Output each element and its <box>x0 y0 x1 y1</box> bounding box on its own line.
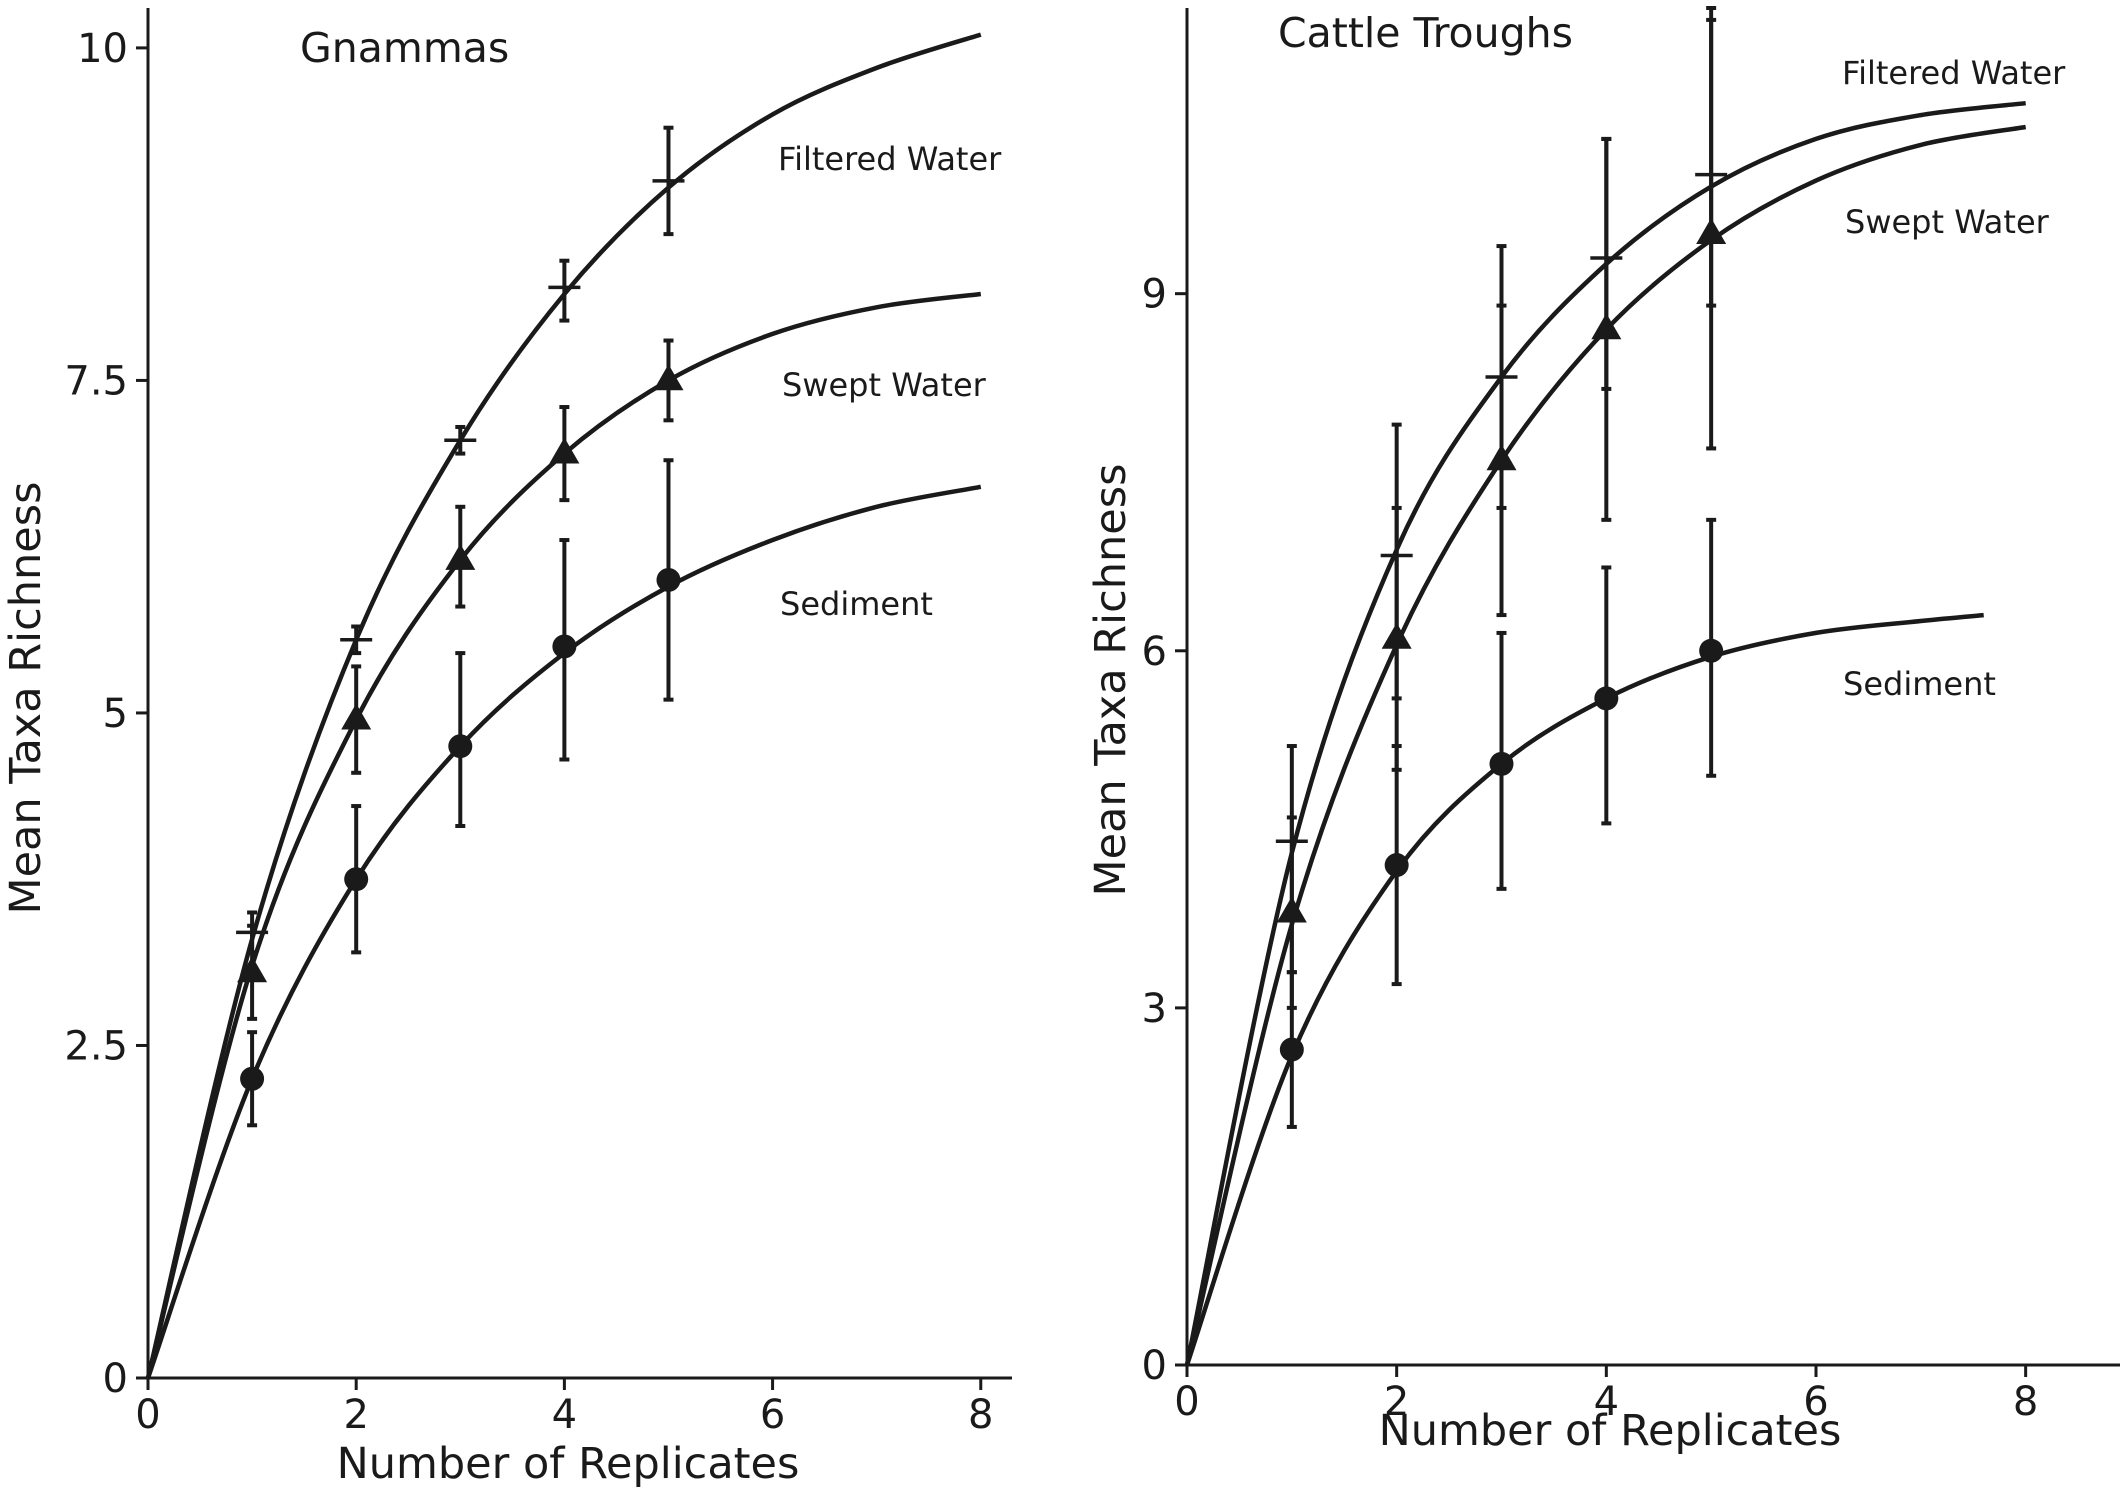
x-axis-title: Number of Replicates <box>337 1439 800 1489</box>
filtered-water-label: Filtered Water <box>778 140 1002 178</box>
gnammas-panel: 0 2 4 6 8 0 2.5 5 7.5 10 Filtered Water Swept Wate… <box>1 8 1012 1489</box>
cattle-troughs-panel: 0 2 4 6 8 0 3 6 9 Filtered Water Swept Water Sedim… <box>1086 6 2120 1456</box>
sediment-point <box>1594 686 1619 711</box>
y-tick-label: 6 <box>1142 629 1167 675</box>
swept-water-point <box>1486 444 1517 471</box>
x-tick-label: 4 <box>552 1392 577 1438</box>
swept-water-label: Swept Water <box>1845 203 2050 241</box>
y-tick-label: 7.5 <box>64 358 128 404</box>
panel-title: Cattle Troughs <box>1278 9 1573 57</box>
y-axis-title: Mean Taxa Richness <box>1086 463 1136 896</box>
y-tick-label: 5 <box>103 691 128 737</box>
x-tick-label: 6 <box>1803 1379 1828 1425</box>
sediment-point <box>448 734 473 759</box>
filtered-water-label: Filtered Water <box>1842 54 2066 92</box>
swept-water-curve <box>1184 124 2027 1366</box>
y-tick-label: 10 <box>77 26 128 72</box>
sediment-point <box>1489 751 1514 776</box>
y-tick-label: 2.5 <box>64 1023 128 1069</box>
x-tick-label: 6 <box>760 1392 785 1438</box>
sediment-point <box>1384 853 1409 878</box>
swept-water-point <box>549 437 580 464</box>
x-tick-label: 0 <box>1174 1379 1199 1425</box>
swept-water-point <box>1696 218 1727 245</box>
y-tick-label: 9 <box>1142 272 1167 318</box>
swept-water-point <box>445 543 476 570</box>
x-tick-label: 4 <box>1594 1379 1619 1425</box>
x-tick-label: 2 <box>343 1392 368 1438</box>
x-tick-label: 8 <box>968 1392 993 1438</box>
swept-water-point <box>237 956 268 983</box>
x-tick-label: 8 <box>2013 1379 2038 1425</box>
sediment-point <box>344 867 369 892</box>
y-tick-label: 0 <box>103 1356 128 1402</box>
panel-title: Gnammas <box>300 24 509 72</box>
sediment-point <box>656 567 681 592</box>
x-axis-title: Number of Replicates <box>1379 1406 1842 1456</box>
sediment-label: Sediment <box>780 585 933 623</box>
filtered-water-curve <box>1184 100 2026 1366</box>
y-tick-label: 0 <box>1142 1343 1167 1389</box>
swept-water-point <box>1381 622 1412 649</box>
sediment-curve <box>1184 612 1984 1366</box>
swept-water-point <box>653 364 684 391</box>
swept-water-label: Swept Water <box>782 366 987 404</box>
x-tick-label: 2 <box>1384 1379 1409 1425</box>
swept-water-point <box>341 703 372 730</box>
sediment-point <box>240 1066 265 1091</box>
sediment-point <box>1279 1037 1304 1062</box>
y-axis-title: Mean Taxa Richness <box>1 481 51 914</box>
x-tick-label: 0 <box>135 1392 160 1438</box>
sediment-point <box>1699 638 1724 663</box>
sediment-point <box>552 634 577 659</box>
y-tick-label: 3 <box>1142 986 1167 1032</box>
sediment-label: Sediment <box>1843 665 1996 703</box>
swept-water-point <box>1276 896 1307 923</box>
swept-water-point <box>1591 313 1622 340</box>
